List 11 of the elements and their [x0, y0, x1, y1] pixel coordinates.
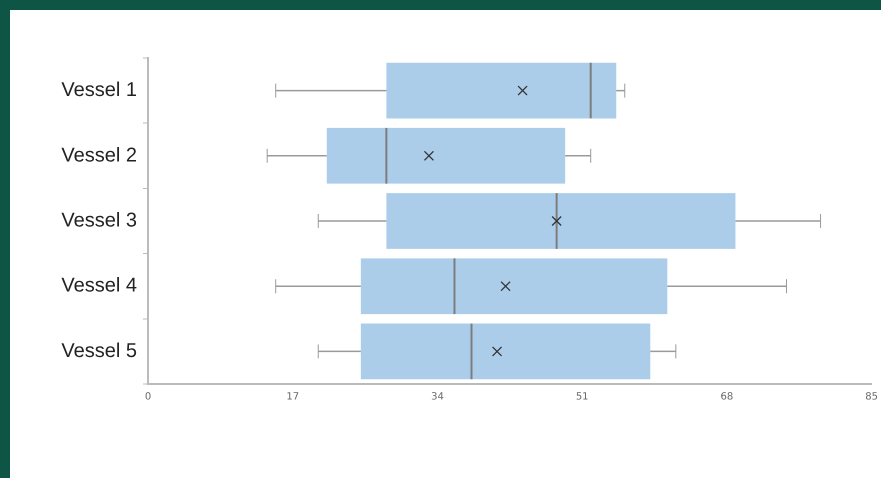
y-tick-label: Vessel 2	[61, 144, 137, 166]
x-tick-label: 17	[286, 392, 300, 403]
y-tick-label: Vessel 5	[61, 340, 137, 362]
y-tick-label: Vessel 3	[61, 210, 137, 232]
y-tick-label: Vessel 1	[61, 79, 137, 102]
x-tick-label: 0	[144, 392, 152, 403]
x-tick-label: 85	[865, 392, 878, 403]
x-tick-label: 51	[576, 392, 589, 403]
y-tick-label: Vessel 4	[61, 274, 137, 297]
x-tick-label: 34	[431, 392, 444, 403]
x-tick-label: 68	[720, 392, 734, 403]
